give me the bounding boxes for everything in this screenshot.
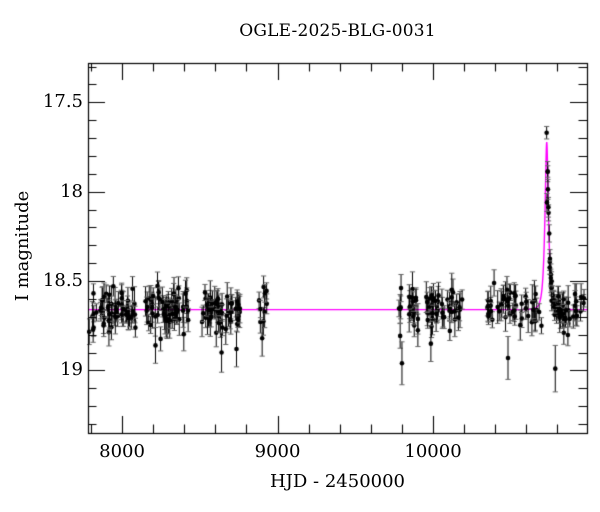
x-tick-label-9000: 9000 [254, 441, 301, 462]
y-tick-label-18.5: 18.5 [42, 270, 83, 292]
x-tick-label-10000: 10000 [404, 441, 462, 462]
x-axis-label: HJD - 2450000 [269, 471, 406, 492]
y-tick-label-18: 18 [60, 180, 83, 202]
y-tick-label-17.5: 17.5 [42, 91, 83, 113]
y-tick-label-19: 19 [60, 359, 83, 381]
plot-title: OGLE-2025-BLG-0031 [239, 21, 436, 41]
x-tick-label-8000: 8000 [99, 441, 145, 462]
